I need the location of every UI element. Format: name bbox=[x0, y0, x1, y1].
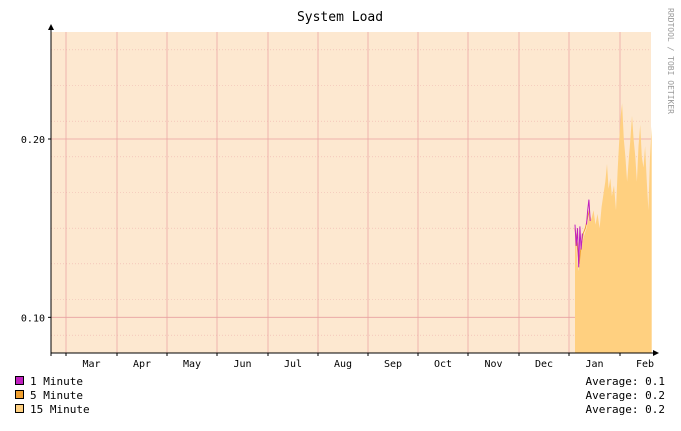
x-tick-label: Jun bbox=[233, 359, 251, 370]
legend-average: Average: 0.2 bbox=[586, 403, 665, 416]
x-tick-label: Sep bbox=[384, 359, 402, 370]
legend-swatch bbox=[15, 376, 24, 385]
x-tick-label: May bbox=[183, 359, 201, 370]
legend-swatch bbox=[15, 390, 24, 399]
x-tick-label: Apr bbox=[133, 359, 151, 370]
series-1-minute-line bbox=[586, 199, 591, 225]
legend-label: 5 Minute bbox=[30, 389, 83, 402]
x-tick-label: Nov bbox=[484, 359, 502, 370]
legend-swatch bbox=[15, 404, 24, 413]
legend-label: 1 Minute bbox=[30, 375, 83, 388]
x-tick-label: Aug bbox=[334, 359, 352, 370]
series-15-minute-area bbox=[575, 103, 652, 353]
x-tick-label: Dec bbox=[535, 359, 553, 370]
y-tick-label: 0.20 bbox=[21, 135, 45, 146]
y-axis-arrow bbox=[48, 24, 54, 30]
x-tick-label: Mar bbox=[82, 359, 100, 370]
y-tick-label: 0.10 bbox=[21, 313, 45, 324]
legend-average: Average: 0.1 bbox=[586, 375, 665, 388]
legend-label: 15 Minute bbox=[30, 403, 90, 416]
x-tick-label: Feb bbox=[636, 359, 654, 370]
legend-average: Average: 0.2 bbox=[586, 389, 665, 402]
watermark-text: RRDTOOL / TOBI OETIKER bbox=[666, 8, 675, 114]
x-tick-label: Oct bbox=[434, 359, 452, 370]
x-axis-arrow bbox=[653, 350, 659, 356]
x-tick-label: Jul bbox=[284, 359, 302, 370]
chart-title: System Load bbox=[297, 10, 383, 25]
plot-area: 0.10 0.20 Mar Apr May Jun Jul Aug Sep Oct Nov Dec Ja… bbox=[21, 24, 659, 370]
legend: 1 Minute Average: 0.1 5 Minute Average: 0.2… bbox=[15, 375, 665, 416]
series-1-minute-line bbox=[574, 224, 583, 268]
x-tick-label: Jan bbox=[585, 359, 603, 370]
